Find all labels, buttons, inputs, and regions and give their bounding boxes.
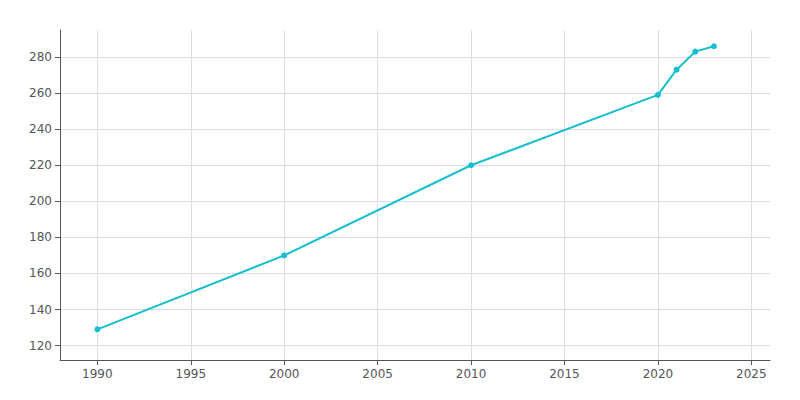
svg-text:200: 200 xyxy=(29,194,52,208)
svg-text:220: 220 xyxy=(29,158,52,172)
svg-text:1995: 1995 xyxy=(176,367,207,381)
svg-text:2020: 2020 xyxy=(643,367,674,381)
svg-text:180: 180 xyxy=(29,230,52,244)
svg-text:160: 160 xyxy=(29,266,52,280)
svg-text:260: 260 xyxy=(29,86,52,100)
svg-text:2025: 2025 xyxy=(736,367,767,381)
svg-text:240: 240 xyxy=(29,122,52,136)
svg-text:140: 140 xyxy=(29,303,52,317)
svg-text:2000: 2000 xyxy=(269,367,300,381)
svg-text:2005: 2005 xyxy=(362,367,393,381)
svg-text:280: 280 xyxy=(29,50,52,64)
svg-text:2015: 2015 xyxy=(549,367,580,381)
svg-text:2010: 2010 xyxy=(456,367,487,381)
svg-text:1990: 1990 xyxy=(82,367,113,381)
svg-text:120: 120 xyxy=(29,339,52,353)
